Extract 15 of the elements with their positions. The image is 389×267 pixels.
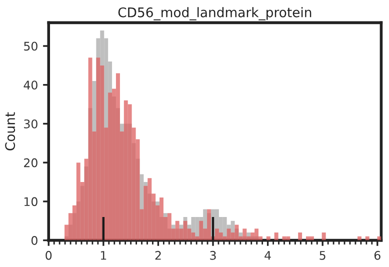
x-tick-label: 0 xyxy=(46,250,52,260)
chart-title: CD56_mod_landmark_protein xyxy=(118,7,312,20)
x-tick-label: 6 xyxy=(374,250,380,260)
x-tick-label: 5 xyxy=(320,251,326,260)
y-tick-label: 0 xyxy=(31,236,38,245)
x-tick-label: 2 xyxy=(155,250,161,260)
x-tick-label: 4 xyxy=(264,251,271,260)
x-tick-label: 3 xyxy=(210,250,216,260)
x-tick-label: 1 xyxy=(100,251,106,260)
y-tick-label: 20 xyxy=(24,158,38,168)
y-axis-title: Count xyxy=(5,112,16,150)
y-tick-label: 30 xyxy=(24,119,38,128)
y-tick-label: 10 xyxy=(24,197,38,206)
y-tick-label: 50 xyxy=(24,42,38,51)
y-tick-label: 40 xyxy=(24,80,38,90)
